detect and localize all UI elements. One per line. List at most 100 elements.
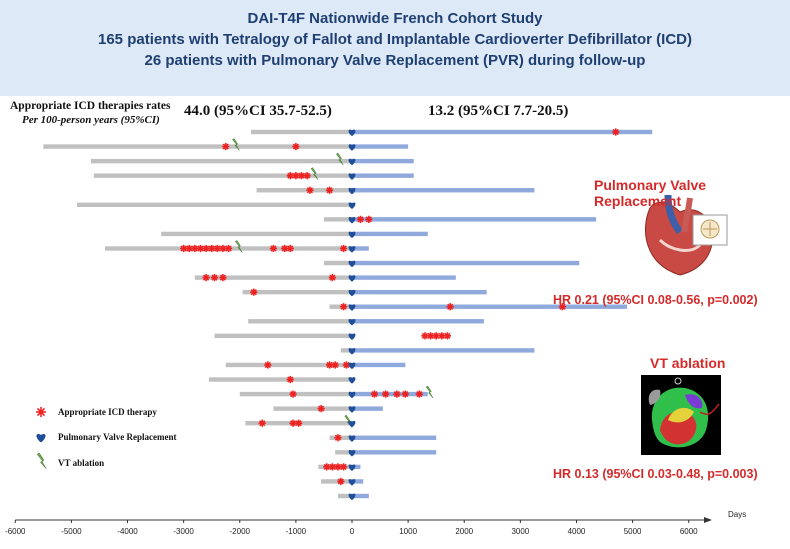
x-axis-label: Days: [728, 510, 746, 519]
pre-pvr-bar: [273, 406, 352, 411]
x-tick-label: -1000: [286, 527, 307, 536]
pvr-marker: [348, 275, 356, 282]
patient-row: [329, 434, 437, 442]
pvr-marker: [348, 420, 356, 428]
therapy-marker: [339, 303, 348, 311]
x-tick-label: -2000: [230, 527, 251, 536]
therapy-marker: [365, 215, 373, 223]
vt-ablation-map-image: [641, 375, 721, 455]
therapy-marker: [415, 390, 423, 398]
pvr-marker: [348, 406, 356, 413]
post-pvr-bar: [352, 348, 535, 353]
patient-row: [335, 449, 437, 457]
pre-pvr-bar: [323, 217, 352, 222]
rates-title: Appropriate ICD therapies rates: [10, 100, 171, 112]
x-tick-label: -4000: [117, 527, 138, 536]
therapy-marker: [356, 215, 365, 223]
patient-row: [239, 385, 434, 399]
post-pvr-bar: [352, 289, 487, 295]
pre-pvr-bar: [323, 260, 352, 266]
pre-pvr-bar: [43, 144, 353, 149]
therapy-marker: [334, 434, 342, 442]
pvr-marker: [348, 231, 356, 239]
therapy-marker: [264, 361, 272, 369]
therapy-marker: [337, 477, 345, 486]
x-tick-label: 3000: [511, 527, 529, 536]
therapy-marker: [286, 375, 294, 384]
therapy-marker: [317, 405, 325, 413]
patient-row: [248, 318, 484, 326]
pvr-marker: [348, 391, 356, 399]
ablation-marker: [234, 240, 243, 253]
title-line-3: 26 patients with Pulmonary Valve Replace…: [144, 52, 646, 69]
vt-hazard-ratio: HR 0.13 (95%CI 0.03-0.48, p=0.003): [553, 467, 758, 481]
therapy-marker: [370, 390, 379, 398]
x-axis-arrow: [704, 517, 712, 523]
therapy-marker: [306, 186, 314, 194]
patient-row: [93, 167, 414, 180]
pvr-marker: [348, 129, 356, 137]
patient-row: [321, 477, 364, 486]
therapy-marker: [289, 390, 297, 398]
therapy-marker: [334, 463, 342, 471]
therapy-marker: [295, 419, 303, 427]
x-tick-label: 1000: [399, 527, 417, 536]
x-tick-label: 6000: [680, 527, 698, 536]
therapy-marker: [208, 244, 216, 253]
pvr-marker: [348, 304, 356, 311]
pre-pvr-bar: [242, 289, 352, 295]
post-pvr-bar: [352, 304, 627, 309]
therapy-marker: [382, 390, 390, 398]
pvr-marker: [348, 333, 356, 340]
therapy-marker: [421, 332, 429, 340]
therapy-marker: [339, 463, 348, 471]
pre-pvr-bar: [93, 173, 353, 178]
patient-row: [323, 260, 580, 268]
pvr-heading: Pulmonary Valve Replacement: [594, 177, 707, 209]
therapy-marker: [269, 244, 278, 253]
post-pvr-bar: [352, 129, 653, 135]
patient-row: [318, 463, 361, 472]
pvr-marker: [348, 289, 356, 297]
rates-subtitle: Per 100-person years (95%CI): [22, 114, 160, 126]
x-tick-label: -3000: [173, 527, 194, 536]
therapy-marker: [250, 288, 258, 296]
post-pvr-bar: [352, 435, 437, 440]
pvr-marker: [348, 260, 356, 268]
therapy-marker: [331, 361, 339, 369]
therapy-marker: [292, 172, 300, 180]
therapy-marker: [185, 244, 193, 253]
pre-pvr-bar: [337, 493, 352, 499]
therapy-marker: [219, 274, 227, 282]
x-tick-label: 0: [350, 527, 355, 536]
title-line-2: 165 patients with Tetralogy of Fallot an…: [98, 31, 692, 48]
pre-pvr-bar: [91, 158, 353, 164]
pvr-marker: [348, 173, 356, 180]
pre-pvr-bar: [214, 333, 352, 339]
pre-pvr-bar: [256, 188, 352, 193]
patient-row: [337, 493, 369, 501]
post-pvr-bar: [352, 391, 428, 397]
patient-row: [91, 152, 414, 166]
post-pvr-bar: [352, 246, 369, 251]
patient-row: [225, 361, 406, 370]
pvr-hazard-ratio: HR 0.21 (95%CI 0.08-0.56, p=0.002): [553, 293, 758, 307]
pvr-marker: [348, 144, 356, 151]
post-pvr-bar: [352, 464, 361, 470]
therapy-marker: [292, 142, 300, 151]
x-tick-label: 4000: [568, 527, 586, 536]
therapy-marker: [222, 142, 230, 151]
therapy-marker: [446, 303, 454, 311]
patient-row: [245, 414, 356, 428]
patient-row: [208, 375, 356, 384]
post-pvr-bar: [352, 319, 484, 324]
patient-row: [323, 215, 597, 224]
pvr-marker: [348, 158, 356, 166]
therapy-marker: [258, 419, 266, 427]
x-tick-label: 5000: [624, 527, 642, 536]
patient-row: [43, 138, 409, 151]
post-pvr-bar: [352, 406, 383, 411]
pre-pvr-bar: [248, 319, 352, 324]
post-pvr-bar: [352, 188, 535, 193]
